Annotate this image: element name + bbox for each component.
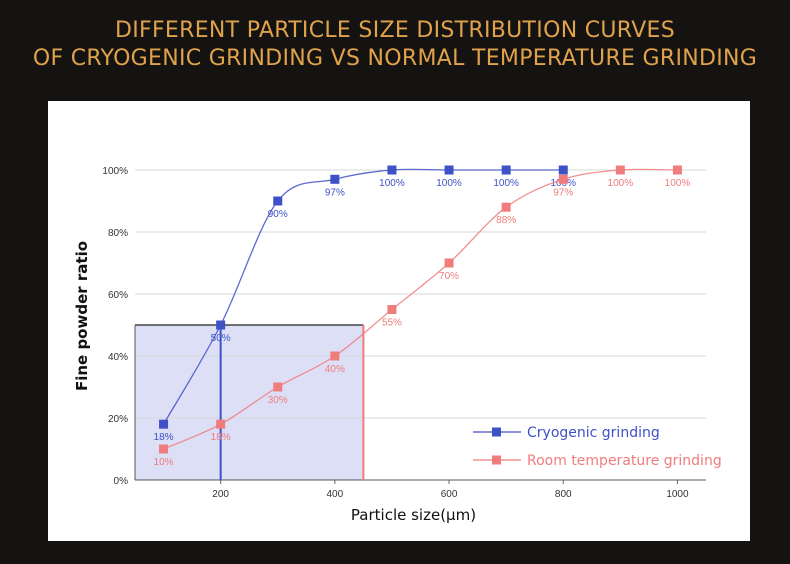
x-tick-label: 600 <box>441 489 458 500</box>
data-point <box>387 165 397 175</box>
chart-title-line-1: DIFFERENT PARTICLE SIZE DISTRIBUTION CUR… <box>114 18 676 43</box>
data-point <box>216 320 226 330</box>
chart-title-line-2: OF CRYOGENIC GRINDING VS NORMAL TEMPERAT… <box>32 46 758 71</box>
data-label: 55% <box>382 318 402 329</box>
x-axis-title: Particle size(μm) <box>351 506 476 524</box>
data-label: 18% <box>154 432 174 443</box>
data-point <box>216 419 226 429</box>
data-point <box>615 165 625 175</box>
data-point <box>444 165 454 175</box>
data-label: 40% <box>325 364 345 375</box>
data-point <box>558 165 568 175</box>
data-label: 10% <box>154 457 174 468</box>
data-point <box>444 258 454 268</box>
highlight-region <box>135 325 364 480</box>
data-point <box>501 202 511 212</box>
series-line-room <box>163 168 678 450</box>
y-tick-label: 60% <box>108 290 128 301</box>
x-tick-label: 800 <box>555 489 572 500</box>
data-point <box>330 174 340 184</box>
data-label: 90% <box>268 209 288 220</box>
data-label: 100% <box>379 178 405 189</box>
data-point <box>501 165 511 175</box>
x-tick-label: 200 <box>212 489 229 500</box>
data-point <box>159 444 169 454</box>
data-label: 70% <box>439 271 459 282</box>
line-chart: 0% 20% 40% 60% 80% 100% 200 400 600 800 1000 18% 50%… <box>73 165 722 524</box>
data-point <box>273 382 283 392</box>
data-label: 100% <box>608 178 634 189</box>
data-point <box>273 196 283 206</box>
legend-marker <box>492 455 501 465</box>
data-label: 97% <box>553 187 573 198</box>
y-tick-label: 100% <box>102 166 128 177</box>
x-tick-label: 400 <box>327 489 344 500</box>
y-tick-label: 40% <box>108 352 128 363</box>
data-point <box>330 351 340 361</box>
data-label: 30% <box>268 395 288 406</box>
legend-marker <box>492 427 501 437</box>
chart-panel: 0% 20% 40% 60% 80% 100% 200 400 600 800 1000 18% 50%… <box>48 101 750 541</box>
data-point <box>387 305 397 314</box>
data-label: 88% <box>496 215 516 226</box>
legend-label-room: Room temperature grinding <box>527 453 722 469</box>
data-label: 18% <box>211 432 231 443</box>
data-label: 50% <box>211 333 231 344</box>
data-label: 97% <box>325 187 345 198</box>
legend-label-cryogenic: Cryogenic grinding <box>527 425 660 441</box>
y-tick-label: 20% <box>108 414 128 425</box>
data-label: 100% <box>493 178 519 189</box>
data-label: 100% <box>665 178 691 189</box>
data-point <box>159 419 169 429</box>
y-axis-title: Fine powder ratio <box>73 241 91 391</box>
x-tick-label: 1000 <box>666 489 689 500</box>
y-tick-label: 80% <box>108 228 128 239</box>
data-label: 100% <box>436 178 462 189</box>
y-tick-label: 0% <box>114 476 129 487</box>
data-point <box>558 174 568 184</box>
data-point <box>672 165 682 175</box>
